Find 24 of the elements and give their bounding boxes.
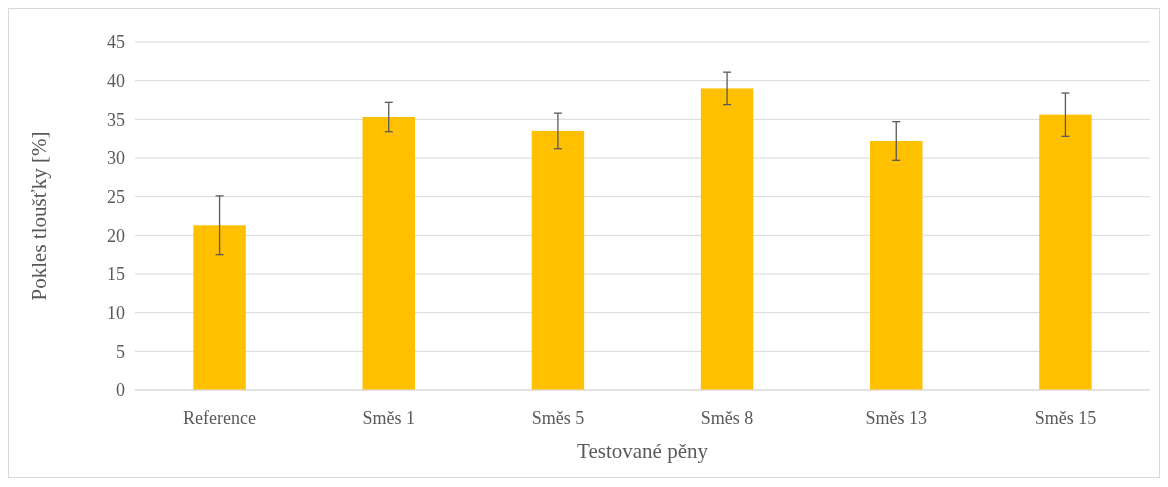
- x-tick-label: Směs 13: [865, 408, 928, 428]
- bar: [362, 117, 415, 390]
- y-tick-label: 0: [116, 380, 125, 401]
- bar: [870, 140, 923, 390]
- x-axis-title: Testované pěny: [577, 439, 709, 463]
- y-tick-label: 40: [107, 70, 125, 91]
- y-tick-label: 10: [107, 302, 125, 323]
- y-tick-label: 30: [107, 148, 125, 169]
- bar: [1039, 114, 1092, 390]
- y-tick-label: 5: [116, 341, 125, 362]
- x-tick-label: Směs 8: [700, 408, 754, 428]
- x-tick-label: Směs 1: [362, 408, 416, 428]
- y-axis-title: Pokles tloušťky [%]: [27, 131, 51, 301]
- y-tick-label: 45: [107, 32, 125, 53]
- bar: [531, 130, 585, 390]
- x-tick-label: Směs 5: [531, 408, 585, 428]
- y-tick-label: 25: [107, 186, 125, 207]
- bar: [193, 225, 246, 390]
- y-tick-label: 35: [107, 109, 125, 130]
- y-tick-label: 20: [107, 225, 125, 246]
- x-tick-label: Směs 15: [1034, 408, 1097, 428]
- bar: [700, 88, 754, 390]
- y-tick-label: 15: [107, 264, 125, 285]
- x-tick-label: Reference: [183, 408, 257, 428]
